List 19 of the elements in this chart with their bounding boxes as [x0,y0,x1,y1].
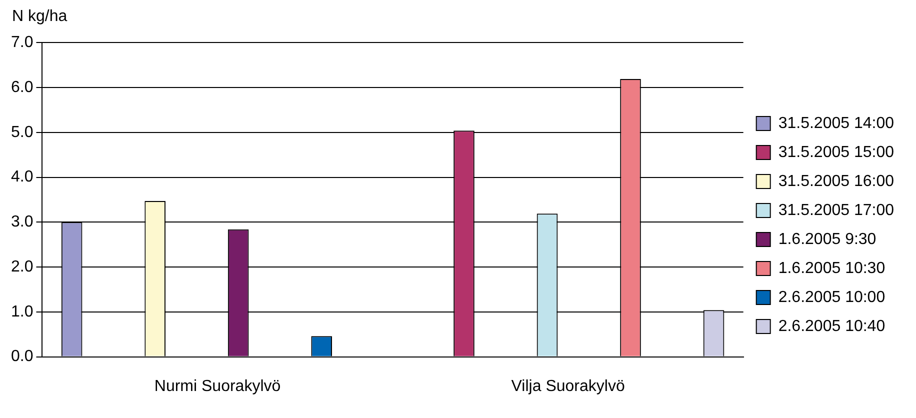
y-tick-label: 6.0 [10,78,34,96]
legend-label: 1.6.2005 10:30 [778,260,886,277]
y-tick-label: 5.0 [10,124,34,141]
legend-label: 1.6.2005 9:30 [778,230,876,248]
y-axis-title: N kg/ha [11,8,68,27]
legend-label: 2.6.2005 10:00 [778,288,886,306]
x-tick-label: Nurmi Suorakylvö [154,378,281,395]
y-tick-label: 1.0 [10,303,34,320]
legend-label: 31.5.2005 17:00 [778,202,894,219]
legend-label: 2.6.2005 10:40 [778,318,886,335]
legend-label: 31.5.2005 15:00 [778,144,894,161]
legend-label: 31.5.2005 16:00 [778,172,894,190]
legend-label: 31.5.2005 14:00 [778,114,894,132]
y-tick-label: 3.0 [10,214,34,231]
x-tick-label: Vilja Suorakylvö [511,378,625,395]
y-tick-label: 7.0 [10,34,34,52]
y-tick-label: 2.0 [10,258,34,276]
y-tick-label: 0.0 [10,348,34,366]
y-tick-label: 4.0 [10,168,34,186]
